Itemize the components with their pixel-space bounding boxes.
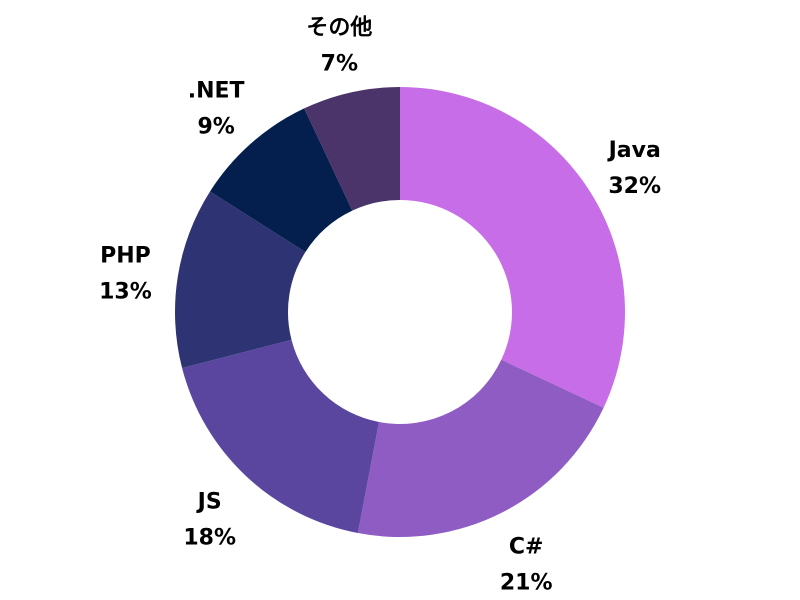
slice-percent-label: 18%: [183, 526, 236, 551]
slice-3: [174, 191, 306, 368]
slice-5: [304, 87, 400, 211]
slice-1: [357, 359, 604, 537]
slice-percent-label: 9%: [197, 114, 234, 139]
slice-name-label: その他: [306, 16, 372, 41]
slice-name-label: .NET: [188, 78, 245, 103]
slice-0: [400, 87, 625, 408]
slice-name-label: JS: [196, 490, 222, 515]
donut-slices: [174, 87, 625, 537]
slice-name-label: C#: [509, 535, 544, 560]
slice-labels: Java 32% C# 21% JS 18% PHP 13% .NET 9% その他 7%: [99, 16, 661, 596]
slice-percent-label: 32%: [608, 174, 661, 199]
slice-percent-label: 7%: [321, 52, 358, 77]
slice-2: [182, 339, 380, 534]
slice-percent-label: 21%: [500, 571, 553, 596]
slice-4: [210, 108, 353, 252]
slice-percent-label: 13%: [99, 280, 152, 305]
slice-name-label: PHP: [100, 244, 151, 269]
slice-name-label: Java: [607, 138, 661, 163]
